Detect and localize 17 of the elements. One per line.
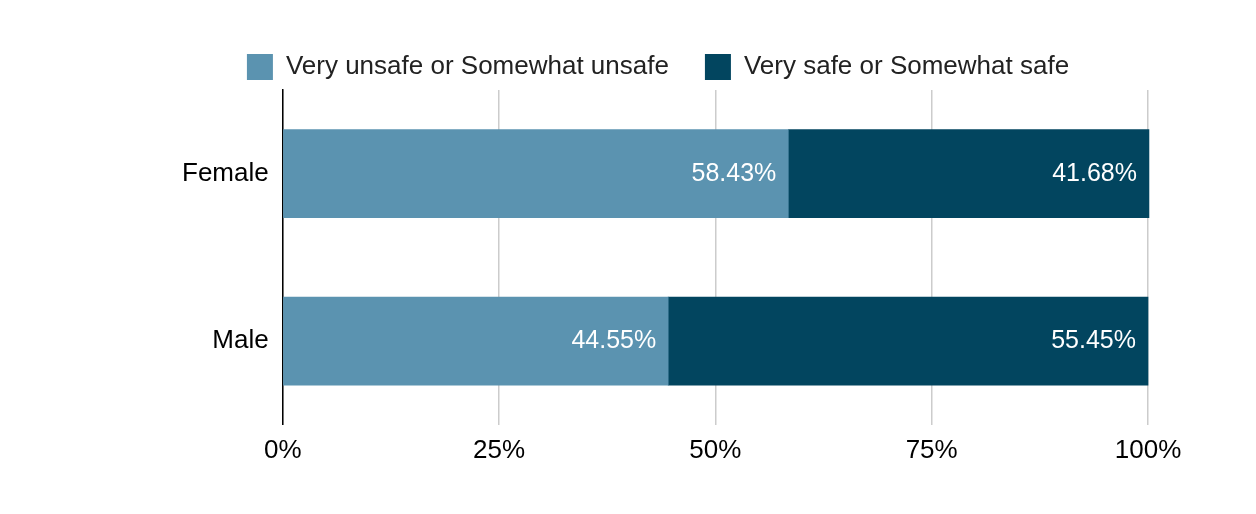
x-tick-label: 50%	[689, 433, 742, 464]
x-tick-label: 75%	[905, 433, 958, 464]
y-tick-label: Male	[212, 324, 269, 355]
bar	[283, 296, 669, 386]
bar	[283, 129, 789, 219]
x-tick-label: 100%	[1114, 433, 1182, 464]
y-tick-label: Female	[181, 156, 269, 187]
data-label: 44.55%	[571, 324, 657, 353]
data-label: 58.43%	[691, 157, 777, 186]
data-label: 41.68%	[1052, 157, 1137, 186]
bar	[787, 129, 1150, 219]
x-tick-label: 0%	[263, 433, 302, 464]
x-tick-label: 25%	[473, 433, 526, 464]
bar	[667, 296, 1149, 386]
legend-label: Very safe or Somewhat safe	[743, 50, 1070, 81]
data-label: 55.45%	[1051, 324, 1136, 353]
legend-label: Very unsafe or Somewhat unsafe	[285, 50, 669, 81]
